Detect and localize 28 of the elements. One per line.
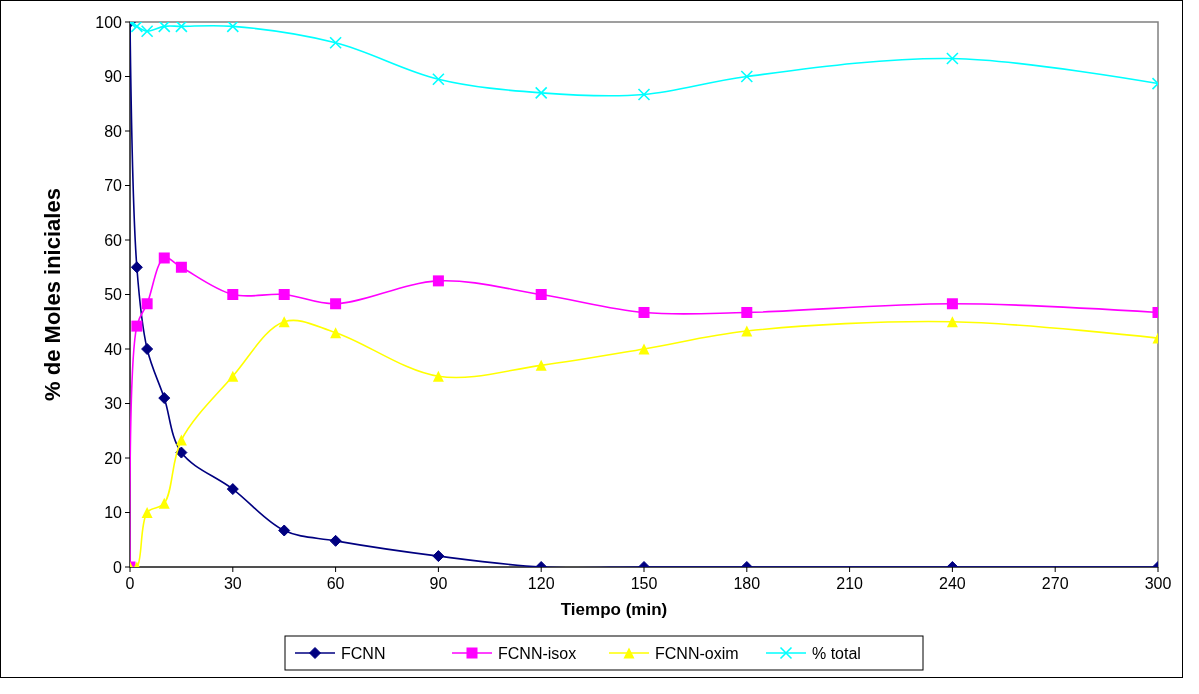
legend-label: FCNN-isox	[498, 644, 577, 662]
x-tick-label: 270	[1041, 575, 1069, 592]
y-tick-label: 0	[113, 558, 123, 576]
y-tick-label: 70	[104, 177, 123, 195]
x-tick-label: 0	[125, 575, 135, 592]
y-tick-label: 80	[104, 122, 123, 140]
legend-label: FCNN-oxim	[655, 644, 739, 662]
x-tick-label: 300	[1144, 575, 1172, 592]
y-tick-label: 90	[104, 68, 123, 86]
x-tick-label: 60	[326, 575, 345, 592]
y-axis-title: % de Moles iniciales	[40, 188, 65, 401]
x-tick-label: 210	[836, 575, 864, 592]
y-tick-label: 50	[104, 286, 123, 304]
y-tick-label: 20	[104, 449, 123, 467]
y-tick-label: 100	[95, 13, 123, 31]
x-tick-label: 150	[630, 575, 658, 592]
legend-label: % total	[812, 644, 861, 662]
x-tick-label: 120	[527, 575, 555, 592]
y-tick-label: 40	[104, 340, 123, 358]
x-tick-label: 180	[733, 575, 761, 592]
x-tick-label: 240	[939, 575, 966, 592]
legend-label: FCNN	[341, 644, 386, 662]
x-axis-title: Tiempo (min)	[560, 600, 668, 619]
y-tick-label: 30	[104, 395, 123, 413]
x-tick-label: 30	[223, 575, 242, 592]
x-tick-label: 90	[429, 575, 448, 592]
y-tick-label: 60	[104, 231, 123, 249]
y-tick-label: 10	[104, 504, 123, 522]
